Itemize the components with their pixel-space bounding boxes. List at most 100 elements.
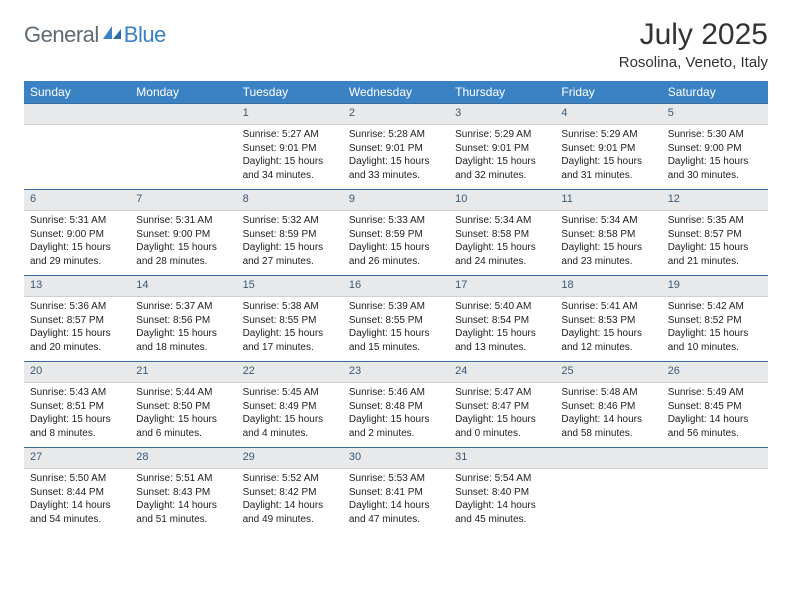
calendar-day-cell: 30Sunrise: 5:53 AMSunset: 8:41 PMDayligh… [343,447,449,533]
calendar-week-row: 20Sunrise: 5:43 AMSunset: 8:51 PMDayligh… [24,361,768,447]
day-dlB: and 24 minutes. [455,255,549,269]
day-sunset: Sunset: 8:56 PM [136,314,230,328]
day-dlA: Daylight: 15 hours [668,155,762,169]
day-sunset: Sunset: 9:00 PM [668,142,762,156]
calendar-week-row: 27Sunrise: 5:50 AMSunset: 8:44 PMDayligh… [24,447,768,533]
day-content: Sunrise: 5:29 AMSunset: 9:01 PMDaylight:… [555,125,661,188]
day-dlA: Daylight: 15 hours [30,241,124,255]
day-sunset: Sunset: 8:53 PM [561,314,655,328]
day-content: Sunrise: 5:50 AMSunset: 8:44 PMDaylight:… [24,469,130,532]
day-dlB: and 6 minutes. [136,427,230,441]
day-sunset: Sunset: 9:00 PM [30,228,124,242]
day-dlA: Daylight: 15 hours [349,327,443,341]
day-sunset: Sunset: 8:48 PM [349,400,443,414]
calendar-day-cell: 10Sunrise: 5:34 AMSunset: 8:58 PMDayligh… [449,189,555,275]
day-number: 17 [449,275,555,297]
day-content [555,469,661,478]
day-content: Sunrise: 5:31 AMSunset: 9:00 PMDaylight:… [24,211,130,274]
day-dlA: Daylight: 15 hours [349,155,443,169]
logo-text-gray: General [24,22,99,48]
calendar-day-cell: 16Sunrise: 5:39 AMSunset: 8:55 PMDayligh… [343,275,449,361]
day-sunset: Sunset: 8:46 PM [561,400,655,414]
day-dlB: and 34 minutes. [243,169,337,183]
day-number: 19 [662,275,768,297]
day-content: Sunrise: 5:47 AMSunset: 8:47 PMDaylight:… [449,383,555,446]
day-sunset: Sunset: 8:41 PM [349,486,443,500]
day-number: 2 [343,103,449,125]
title-block: July 2025 Rosolina, Veneto, Italy [619,18,768,71]
day-dlA: Daylight: 15 hours [668,327,762,341]
weekday-header: Thursday [449,81,555,103]
weekday-header: Monday [130,81,236,103]
day-sunrise: Sunrise: 5:29 AM [455,128,549,142]
calendar-week-row: 1Sunrise: 5:27 AMSunset: 9:01 PMDaylight… [24,103,768,189]
day-number: 28 [130,447,236,469]
calendar-day-cell: 28Sunrise: 5:51 AMSunset: 8:43 PMDayligh… [130,447,236,533]
day-dlB: and 30 minutes. [668,169,762,183]
day-dlB: and 28 minutes. [136,255,230,269]
day-content: Sunrise: 5:36 AMSunset: 8:57 PMDaylight:… [24,297,130,360]
day-number: 24 [449,361,555,383]
day-number: 1 [237,103,343,125]
calendar-day-cell: 21Sunrise: 5:44 AMSunset: 8:50 PMDayligh… [130,361,236,447]
calendar-day-cell: 4Sunrise: 5:29 AMSunset: 9:01 PMDaylight… [555,103,661,189]
calendar-week-row: 6Sunrise: 5:31 AMSunset: 9:00 PMDaylight… [24,189,768,275]
day-sunrise: Sunrise: 5:36 AM [30,300,124,314]
day-dlB: and 32 minutes. [455,169,549,183]
day-dlB: and 31 minutes. [561,169,655,183]
day-sunset: Sunset: 8:44 PM [30,486,124,500]
calendar-day-cell: 12Sunrise: 5:35 AMSunset: 8:57 PMDayligh… [662,189,768,275]
day-sunrise: Sunrise: 5:29 AM [561,128,655,142]
day-dlB: and 21 minutes. [668,255,762,269]
day-content: Sunrise: 5:28 AMSunset: 9:01 PMDaylight:… [343,125,449,188]
day-number: 13 [24,275,130,297]
calendar-day-cell: 25Sunrise: 5:48 AMSunset: 8:46 PMDayligh… [555,361,661,447]
day-dlA: Daylight: 15 hours [30,413,124,427]
day-dlB: and 15 minutes. [349,341,443,355]
day-content [24,125,130,134]
day-dlA: Daylight: 15 hours [30,327,124,341]
day-sunrise: Sunrise: 5:34 AM [455,214,549,228]
calendar-day-cell: 13Sunrise: 5:36 AMSunset: 8:57 PMDayligh… [24,275,130,361]
day-number: 15 [237,275,343,297]
day-dlB: and 12 minutes. [561,341,655,355]
day-dlB: and 13 minutes. [455,341,549,355]
day-sunset: Sunset: 8:49 PM [243,400,337,414]
day-dlA: Daylight: 15 hours [136,327,230,341]
day-dlB: and 56 minutes. [668,427,762,441]
day-sunrise: Sunrise: 5:54 AM [455,472,549,486]
header: General Blue July 2025 Rosolina, Veneto,… [24,18,768,71]
day-number: 23 [343,361,449,383]
day-sunset: Sunset: 8:55 PM [243,314,337,328]
day-sunrise: Sunrise: 5:42 AM [668,300,762,314]
day-dlA: Daylight: 14 hours [30,499,124,513]
day-sunset: Sunset: 9:01 PM [455,142,549,156]
day-content: Sunrise: 5:31 AMSunset: 9:00 PMDaylight:… [130,211,236,274]
day-sunset: Sunset: 8:59 PM [349,228,443,242]
calendar-day-cell: 3Sunrise: 5:29 AMSunset: 9:01 PMDaylight… [449,103,555,189]
day-sunset: Sunset: 8:43 PM [136,486,230,500]
day-sunset: Sunset: 8:50 PM [136,400,230,414]
day-dlA: Daylight: 14 hours [349,499,443,513]
day-content: Sunrise: 5:32 AMSunset: 8:59 PMDaylight:… [237,211,343,274]
day-dlA: Daylight: 15 hours [455,241,549,255]
day-dlB: and 45 minutes. [455,513,549,527]
day-sunrise: Sunrise: 5:37 AM [136,300,230,314]
day-content [662,469,768,478]
calendar-day-cell [555,447,661,533]
day-sunrise: Sunrise: 5:49 AM [668,386,762,400]
weekday-header: Tuesday [237,81,343,103]
day-content: Sunrise: 5:44 AMSunset: 8:50 PMDaylight:… [130,383,236,446]
day-number: 18 [555,275,661,297]
day-number-strip [24,103,130,125]
day-content: Sunrise: 5:51 AMSunset: 8:43 PMDaylight:… [130,469,236,532]
day-number: 12 [662,189,768,211]
day-sunrise: Sunrise: 5:31 AM [136,214,230,228]
day-sunset: Sunset: 8:55 PM [349,314,443,328]
day-sunrise: Sunrise: 5:45 AM [243,386,337,400]
calendar-day-cell: 6Sunrise: 5:31 AMSunset: 9:00 PMDaylight… [24,189,130,275]
day-dlA: Daylight: 14 hours [561,413,655,427]
day-number-strip [130,103,236,125]
day-content: Sunrise: 5:52 AMSunset: 8:42 PMDaylight:… [237,469,343,532]
day-sunset: Sunset: 8:45 PM [668,400,762,414]
